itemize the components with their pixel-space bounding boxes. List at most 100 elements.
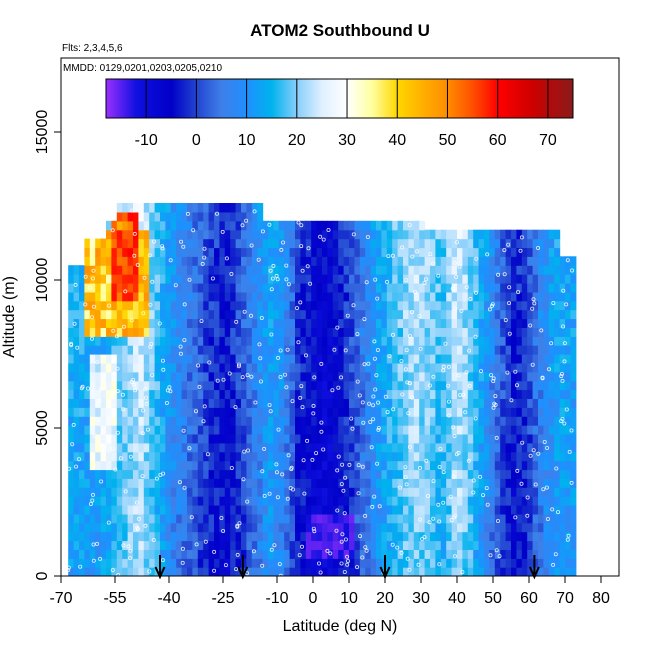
- heatmap-cell: [532, 380, 539, 391]
- heatmap-cell: [354, 380, 361, 391]
- heatmap-cell: [95, 505, 102, 515]
- heatmap-cell: [424, 389, 431, 399]
- heatmap-cell: [122, 469, 129, 479]
- heatmap-cell: [241, 336, 247, 346]
- heatmap-cell: [435, 549, 442, 559]
- heatmap-cell: [381, 265, 388, 275]
- heatmap-cell: [381, 300, 388, 311]
- heatmap-cell: [338, 309, 345, 320]
- heatmap-cell: [143, 229, 150, 240]
- heatmap-cell: [106, 274, 112, 284]
- heatmap-cell: [73, 442, 80, 453]
- heatmap-cell: [246, 318, 253, 328]
- heatmap-cell: [251, 389, 258, 399]
- heatmap-cell: [327, 505, 334, 515]
- heatmap-cell: [500, 531, 507, 542]
- observation-point: [454, 274, 459, 279]
- heatmap-cell: [462, 327, 469, 337]
- heatmap-cell: [462, 398, 469, 408]
- heatmap-cell: [462, 478, 469, 488]
- heatmap-cell: [403, 336, 409, 346]
- heatmap-cell: [133, 354, 139, 364]
- observation-point: [406, 411, 411, 416]
- heatmap-cell: [408, 549, 415, 559]
- heatmap-cell: [554, 505, 561, 515]
- heatmap-cell: [235, 425, 242, 435]
- heatmap-cell: [176, 362, 183, 373]
- heatmap-cell: [532, 469, 539, 479]
- heatmap-cell: [268, 300, 274, 311]
- heatmap-cell: [138, 531, 145, 542]
- heatmap-cell: [295, 531, 301, 542]
- heatmap-cell: [543, 487, 550, 497]
- heatmap-cell: [305, 567, 312, 576]
- heatmap-cell: [106, 336, 112, 346]
- heatmap-cell: [251, 416, 258, 426]
- heatmap-cell: [181, 407, 188, 417]
- heatmap-cell: [192, 309, 199, 320]
- observation-point: [249, 374, 254, 379]
- heatmap-cell: [327, 522, 334, 533]
- heatmap-cell: [241, 513, 247, 524]
- heatmap-cell: [419, 469, 426, 479]
- heatmap-cell: [554, 469, 561, 479]
- heatmap-cell: [332, 407, 339, 417]
- heatmap-cell: [538, 460, 544, 471]
- heatmap-cell: [370, 451, 377, 462]
- heatmap-cell: [548, 513, 555, 524]
- heatmap-cell: [100, 549, 107, 559]
- observation-point: [318, 570, 323, 575]
- heatmap-cell: [386, 407, 393, 417]
- heatmap-cell: [300, 451, 307, 462]
- colorbar-fill: [105, 78, 574, 119]
- observation-point: [391, 407, 396, 412]
- heatmap-cell: [565, 256, 571, 266]
- heatmap-cell: [149, 425, 156, 435]
- observation-point: [509, 398, 514, 403]
- heatmap-cell: [505, 265, 512, 275]
- observation-point: [370, 504, 375, 509]
- heatmap-cell: [559, 354, 566, 364]
- heatmap-cell: [451, 265, 458, 275]
- heatmap-cell: [311, 283, 318, 293]
- heatmap-cell: [154, 505, 161, 515]
- heatmap-cell: [219, 407, 226, 417]
- heatmap-cell: [446, 389, 453, 399]
- heatmap-cell: [473, 380, 480, 391]
- heatmap-cell: [251, 487, 258, 497]
- heatmap-cell: [295, 309, 301, 320]
- heatmap-cell: [192, 513, 199, 524]
- observation-point: [297, 553, 302, 558]
- heatmap-cell: [381, 460, 388, 471]
- heatmap-cell: [116, 407, 123, 417]
- heatmap-cell: [511, 496, 517, 506]
- heatmap-cell: [111, 407, 118, 417]
- heatmap-cell: [484, 522, 490, 533]
- heatmap-cell: [278, 309, 285, 320]
- heatmap-cell: [262, 256, 269, 266]
- heatmap-cell: [386, 354, 393, 364]
- heatmap-cell: [273, 265, 280, 275]
- heatmap-cell: [505, 513, 512, 524]
- heatmap-cell: [219, 336, 226, 346]
- observation-point: [446, 364, 451, 369]
- heatmap-cell: [224, 416, 231, 426]
- heatmap-cell: [79, 336, 85, 346]
- heatmap-cell: [505, 309, 512, 320]
- heatmap-cell: [246, 354, 253, 364]
- heatmap-cell: [224, 433, 231, 444]
- heatmap-cell: [203, 522, 210, 533]
- heatmap-cell: [332, 274, 339, 284]
- heatmap-cell: [548, 496, 555, 506]
- observation-point: [485, 252, 490, 257]
- heatmap-cell: [354, 442, 361, 453]
- heatmap-cell: [516, 389, 523, 399]
- observation-point: [559, 371, 564, 376]
- heatmap-cell: [251, 238, 258, 249]
- heatmap-cell: [203, 362, 210, 373]
- heatmap-cell: [84, 300, 91, 311]
- heatmap-cell: [386, 451, 393, 462]
- heatmap-cell: [500, 425, 507, 435]
- heatmap-cell: [181, 416, 188, 426]
- heatmap-cell: [365, 354, 372, 364]
